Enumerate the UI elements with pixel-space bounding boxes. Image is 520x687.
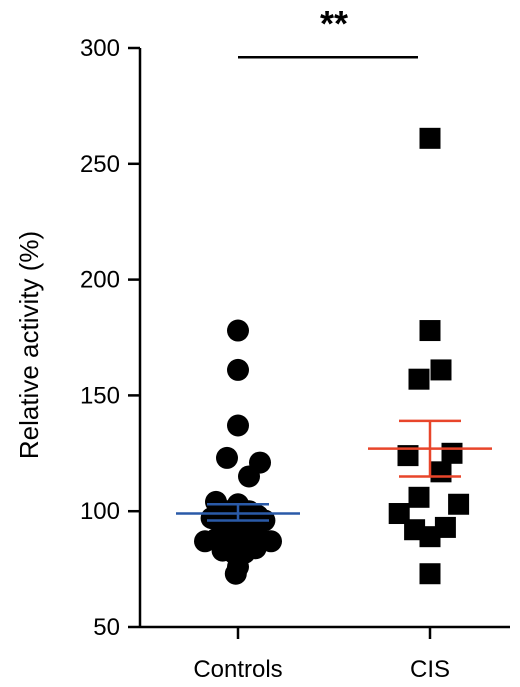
data-point [224,562,247,585]
data-layer [194,127,470,585]
y-tick-label: 300 [80,35,120,62]
summary-layer [176,419,492,522]
axis-layer: 50 100 150 200 250 300 Controls CIS [80,35,510,683]
data-point [441,442,463,464]
data-point [419,320,441,342]
y-tick-label: 250 [80,151,120,178]
data-point [419,127,441,149]
data-point [434,516,456,538]
data-point [448,493,470,515]
y-axis-title: Relative activity (%) [14,231,44,459]
annotation-layer: ** [238,3,418,59]
data-point [419,563,441,585]
data-point [216,446,238,469]
x-tick-label: CIS [410,656,450,683]
data-point [397,445,419,467]
data-point [408,368,430,390]
data-point [430,461,452,483]
data-point [388,503,410,525]
y-tick-label: 150 [80,382,120,409]
x-tick-label: Controls [193,656,282,683]
significance-label: ** [320,3,348,44]
data-point [227,358,249,381]
data-point [244,537,267,560]
y-tick-label: 50 [93,614,120,641]
y-tick-label: 100 [80,498,120,525]
data-point [227,319,249,342]
data-point [408,486,430,508]
data-point [430,359,452,381]
y-tick-label: 200 [80,267,120,294]
data-point [249,451,271,474]
data-point [227,414,249,437]
